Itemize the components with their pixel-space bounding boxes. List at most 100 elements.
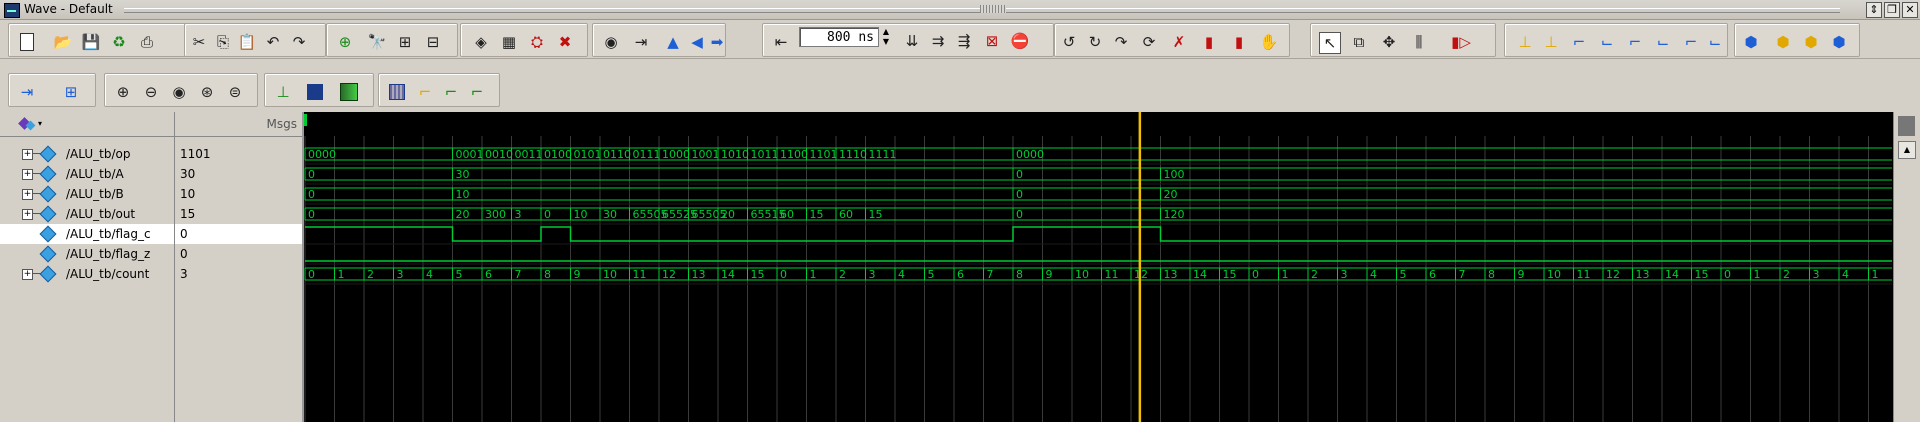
- layout-icon[interactable]: ⊞: [64, 83, 78, 101]
- signal-value-column[interactable]: Msgs 1101 30 10 15 0 0 3: [174, 112, 303, 422]
- restore-icon[interactable]: ❐: [1884, 2, 1900, 18]
- wave-pane[interactable]: ▾ + /ALU_tb/op + /ALU_tb/A + /ALU_tb/B + /ALU_t…: [0, 112, 1920, 422]
- signal-marker-icon[interactable]: ⌐: [418, 83, 432, 101]
- break-sim-icon[interactable]: ⊠: [985, 32, 999, 50]
- continue-icon[interactable]: ⇉: [931, 32, 945, 50]
- zoom-last-icon[interactable]: ⊜: [228, 83, 242, 101]
- open-folder-icon[interactable]: 📂: [53, 33, 73, 51]
- signal-row[interactable]: + /ALU_tb/A: [0, 164, 174, 184]
- signal-row[interactable]: + /ALU_tb/out: [0, 204, 174, 224]
- lock-cursor-icon[interactable]: [339, 82, 359, 102]
- fall-format-icon[interactable]: ⌐: [470, 83, 484, 101]
- rising-edge-icon[interactable]: ⌐: [1572, 33, 1586, 51]
- performance-icon[interactable]: ▮: [1204, 33, 1214, 51]
- restart-icon[interactable]: ◉: [604, 33, 618, 51]
- undock-icon[interactable]: ⇕: [1866, 2, 1882, 18]
- undo-icon[interactable]: ↶: [266, 33, 280, 51]
- end-sim-icon[interactable]: ✖: [558, 33, 572, 51]
- scroll-up-icon[interactable]: ▲: [1898, 141, 1916, 159]
- find-prev-edge-icon[interactable]: ⊥: [1518, 33, 1532, 51]
- wave-tree-icon[interactable]: [18, 117, 36, 131]
- run-dropdown-icon[interactable]: ⇥: [634, 33, 648, 51]
- print-icon[interactable]: ⎙: [140, 33, 153, 51]
- step-out-icon[interactable]: ↷: [1114, 33, 1128, 51]
- run-icon[interactable]: ⇊: [905, 32, 919, 50]
- expand-icon[interactable]: +: [22, 269, 33, 280]
- show-grid-icon[interactable]: [387, 82, 407, 102]
- step-into-icon[interactable]: ↺: [1062, 33, 1076, 51]
- prev-transition-icon[interactable]: ⌐: [1628, 33, 1642, 51]
- find-next-edge-icon[interactable]: ⊥: [1544, 33, 1558, 51]
- expand-icon[interactable]: +: [22, 169, 33, 180]
- pane-splitter[interactable]: [302, 112, 304, 422]
- layout-save-icon[interactable]: ⬢: [1776, 33, 1790, 51]
- trace-icon[interactable]: ▮▷: [1451, 33, 1471, 51]
- expand-group-icon[interactable]: ⊞: [398, 33, 412, 51]
- copy-icon[interactable]: ⎘: [216, 33, 229, 51]
- signal-value[interactable]: 0: [180, 247, 188, 261]
- add-wave-icon[interactable]: ⊕: [338, 33, 352, 51]
- breakpoint-icon[interactable]: ✗: [1172, 33, 1186, 51]
- expand-icon[interactable]: +: [22, 209, 33, 220]
- zoom-cursor-icon[interactable]: ⊛: [200, 83, 214, 101]
- signal-value[interactable]: 10: [180, 187, 196, 201]
- signal-value[interactable]: 3: [180, 267, 188, 281]
- waveform-canvas[interactable]: 0000 0001 0010 0011 0100 0101 0110 0111 1000 1001…: [304, 112, 1892, 422]
- scrollbar-thumb[interactable]: [1898, 116, 1915, 136]
- add-cursor-icon[interactable]: ⊥: [276, 83, 290, 101]
- run-all-icon[interactable]: ⇶: [957, 32, 971, 50]
- select-mode-icon[interactable]: ↖: [1319, 32, 1341, 54]
- step-dropdown-icon[interactable]: ⟳: [1142, 33, 1156, 51]
- step-forward-icon[interactable]: ➡: [710, 33, 724, 51]
- pan-mode-icon[interactable]: ✥: [1382, 33, 1396, 51]
- new-file-icon[interactable]: [17, 32, 37, 52]
- close-icon[interactable]: ✕: [1902, 2, 1918, 18]
- falling-edge-icon[interactable]: ⌙: [1600, 33, 1614, 51]
- signal-value[interactable]: 0: [175, 224, 303, 244]
- last-transition-icon[interactable]: ⌙: [1708, 33, 1722, 51]
- signal-row[interactable]: + /ALU_tb/op: [0, 144, 174, 164]
- signal-row[interactable]: /ALU_tb/flag_z: [0, 244, 174, 264]
- zoom-in-icon[interactable]: ⊕: [116, 83, 130, 101]
- signal-value[interactable]: 15: [180, 207, 196, 221]
- cut-icon[interactable]: ✂: [192, 33, 206, 51]
- layout-dropdown-icon[interactable]: ⬢: [1744, 33, 1758, 51]
- layout-load-icon[interactable]: ⬢: [1804, 33, 1818, 51]
- expand-icon[interactable]: +: [22, 189, 33, 200]
- step-up-icon[interactable]: ▲: [667, 33, 679, 51]
- vertical-scrollbar[interactable]: ▲: [1893, 112, 1920, 422]
- signal-row[interactable]: + /ALU_tb/B: [0, 184, 174, 204]
- signal-row[interactable]: /ALU_tb/flag_c: [0, 224, 174, 244]
- step-over-icon[interactable]: ↻: [1088, 33, 1102, 51]
- expand-icon[interactable]: +: [22, 149, 33, 160]
- collapse-group-icon[interactable]: ⊟: [426, 33, 440, 51]
- titlebar-drag-handle[interactable]: [980, 5, 1006, 13]
- step-back-icon[interactable]: ◀: [691, 33, 703, 51]
- wave-tree-dropdown-icon[interactable]: ▾: [38, 119, 43, 128]
- edit-mode-icon[interactable]: ⫼: [1415, 33, 1423, 51]
- rise-format-icon[interactable]: ⌐: [444, 83, 458, 101]
- simulate-config-icon[interactable]: ▦: [501, 33, 517, 51]
- reload-icon[interactable]: ♻: [112, 33, 126, 51]
- find-icon[interactable]: 🔭: [367, 33, 387, 51]
- compile-icon[interactable]: ◈: [475, 33, 487, 51]
- save-icon[interactable]: 💾: [81, 33, 101, 51]
- next-transition-icon[interactable]: ⌙: [1656, 33, 1670, 51]
- insert-divider-icon[interactable]: ⇥: [20, 83, 34, 101]
- layout-reset-icon[interactable]: ⬢: [1832, 33, 1846, 51]
- hand-icon[interactable]: ✋: [1259, 33, 1279, 51]
- signal-value[interactable]: 1101: [180, 147, 211, 161]
- signal-row[interactable]: + /ALU_tb/count: [0, 264, 174, 284]
- memory-icon[interactable]: ▮: [1234, 33, 1244, 51]
- run-length-input[interactable]: 800 ns: [799, 27, 879, 47]
- run-length-spinner[interactable]: ▲ ▼: [882, 27, 890, 46]
- break-icon[interactable]: ⛭: [530, 33, 543, 51]
- first-transition-icon[interactable]: ⌐: [1684, 33, 1698, 51]
- window-titlebar[interactable]: Wave - Default ⇕ ❐ ✕: [0, 0, 1920, 20]
- zoom-mode-icon[interactable]: ⧉: [1353, 33, 1365, 51]
- zoom-full-icon[interactable]: ◉: [172, 83, 186, 101]
- signal-name-column[interactable]: ▾ + /ALU_tb/op + /ALU_tb/A + /ALU_tb/B + /ALU_t…: [0, 112, 174, 422]
- paste-icon[interactable]: 📋: [237, 33, 257, 51]
- stop-icon[interactable]: ⛔: [1010, 32, 1030, 50]
- redo-icon[interactable]: ↷: [292, 33, 306, 51]
